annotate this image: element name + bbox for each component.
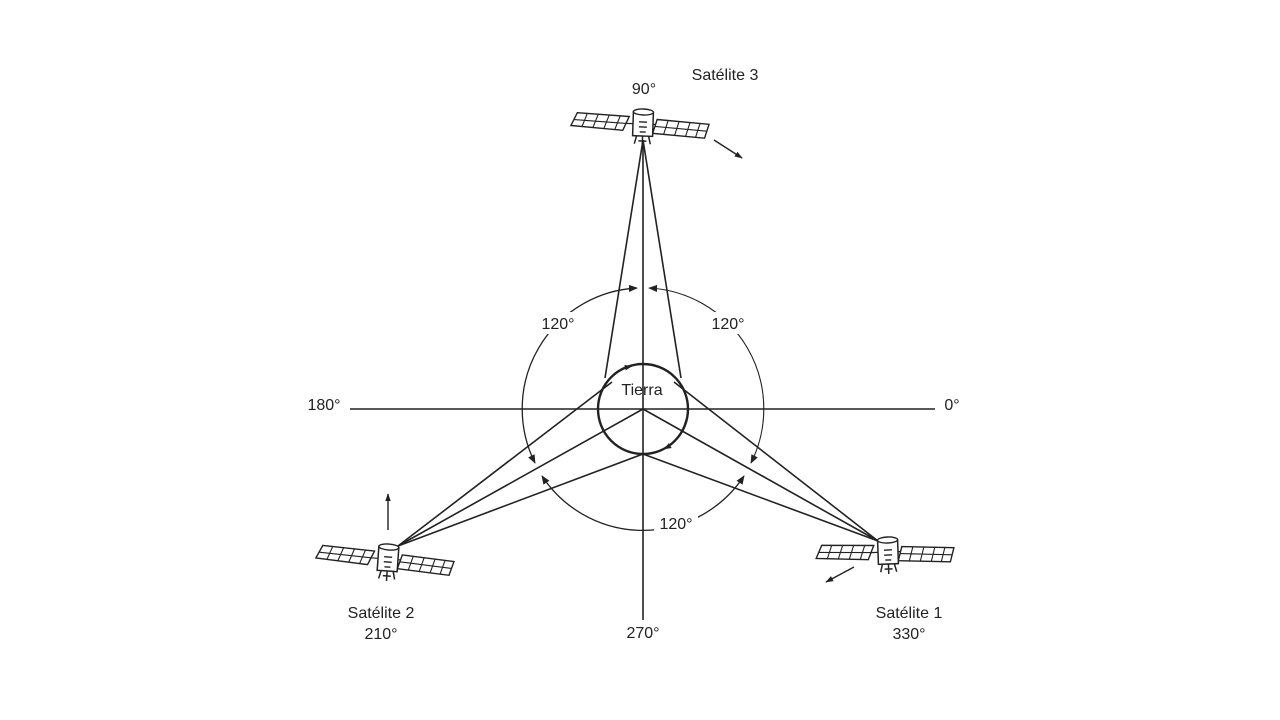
satellite-1 — [815, 536, 955, 575]
separation-arc-bottom — [541, 475, 745, 531]
separation-arc-upper-left — [521, 284, 638, 464]
separation-label-upper-right: 120° — [711, 316, 744, 333]
satellite-2 — [314, 543, 455, 581]
satellite-3-name: Satélite 3 — [692, 67, 759, 84]
earth-label: Tierra — [621, 382, 662, 399]
satellite-2-name: Satélite 2 — [348, 605, 415, 622]
motion-arrow-icon — [825, 566, 855, 583]
satellite-1-name: Satélite 1 — [876, 605, 943, 622]
separation-label-bottom: 120° — [659, 516, 692, 533]
separation-label-upper-left: 120° — [541, 316, 574, 333]
satellite-icon — [815, 536, 955, 575]
satellite-2-beam — [397, 381, 644, 547]
axis-label-south: 270° — [626, 625, 659, 642]
satellite-icon — [314, 543, 455, 581]
satellite-3 — [569, 108, 710, 147]
axis-label-north: 90° — [632, 81, 656, 98]
satellite-2-angle: 210° — [364, 626, 397, 643]
earth-rotation-arrow-bottom — [663, 419, 687, 450]
satellite-1-angle: 330° — [892, 626, 925, 643]
separation-arc-upper-right — [648, 284, 765, 464]
motion-arrow-icon — [713, 139, 743, 159]
satellite-icon — [569, 108, 710, 147]
axis-label-east: 0° — [944, 397, 959, 414]
axis-label-west: 180° — [307, 397, 340, 414]
